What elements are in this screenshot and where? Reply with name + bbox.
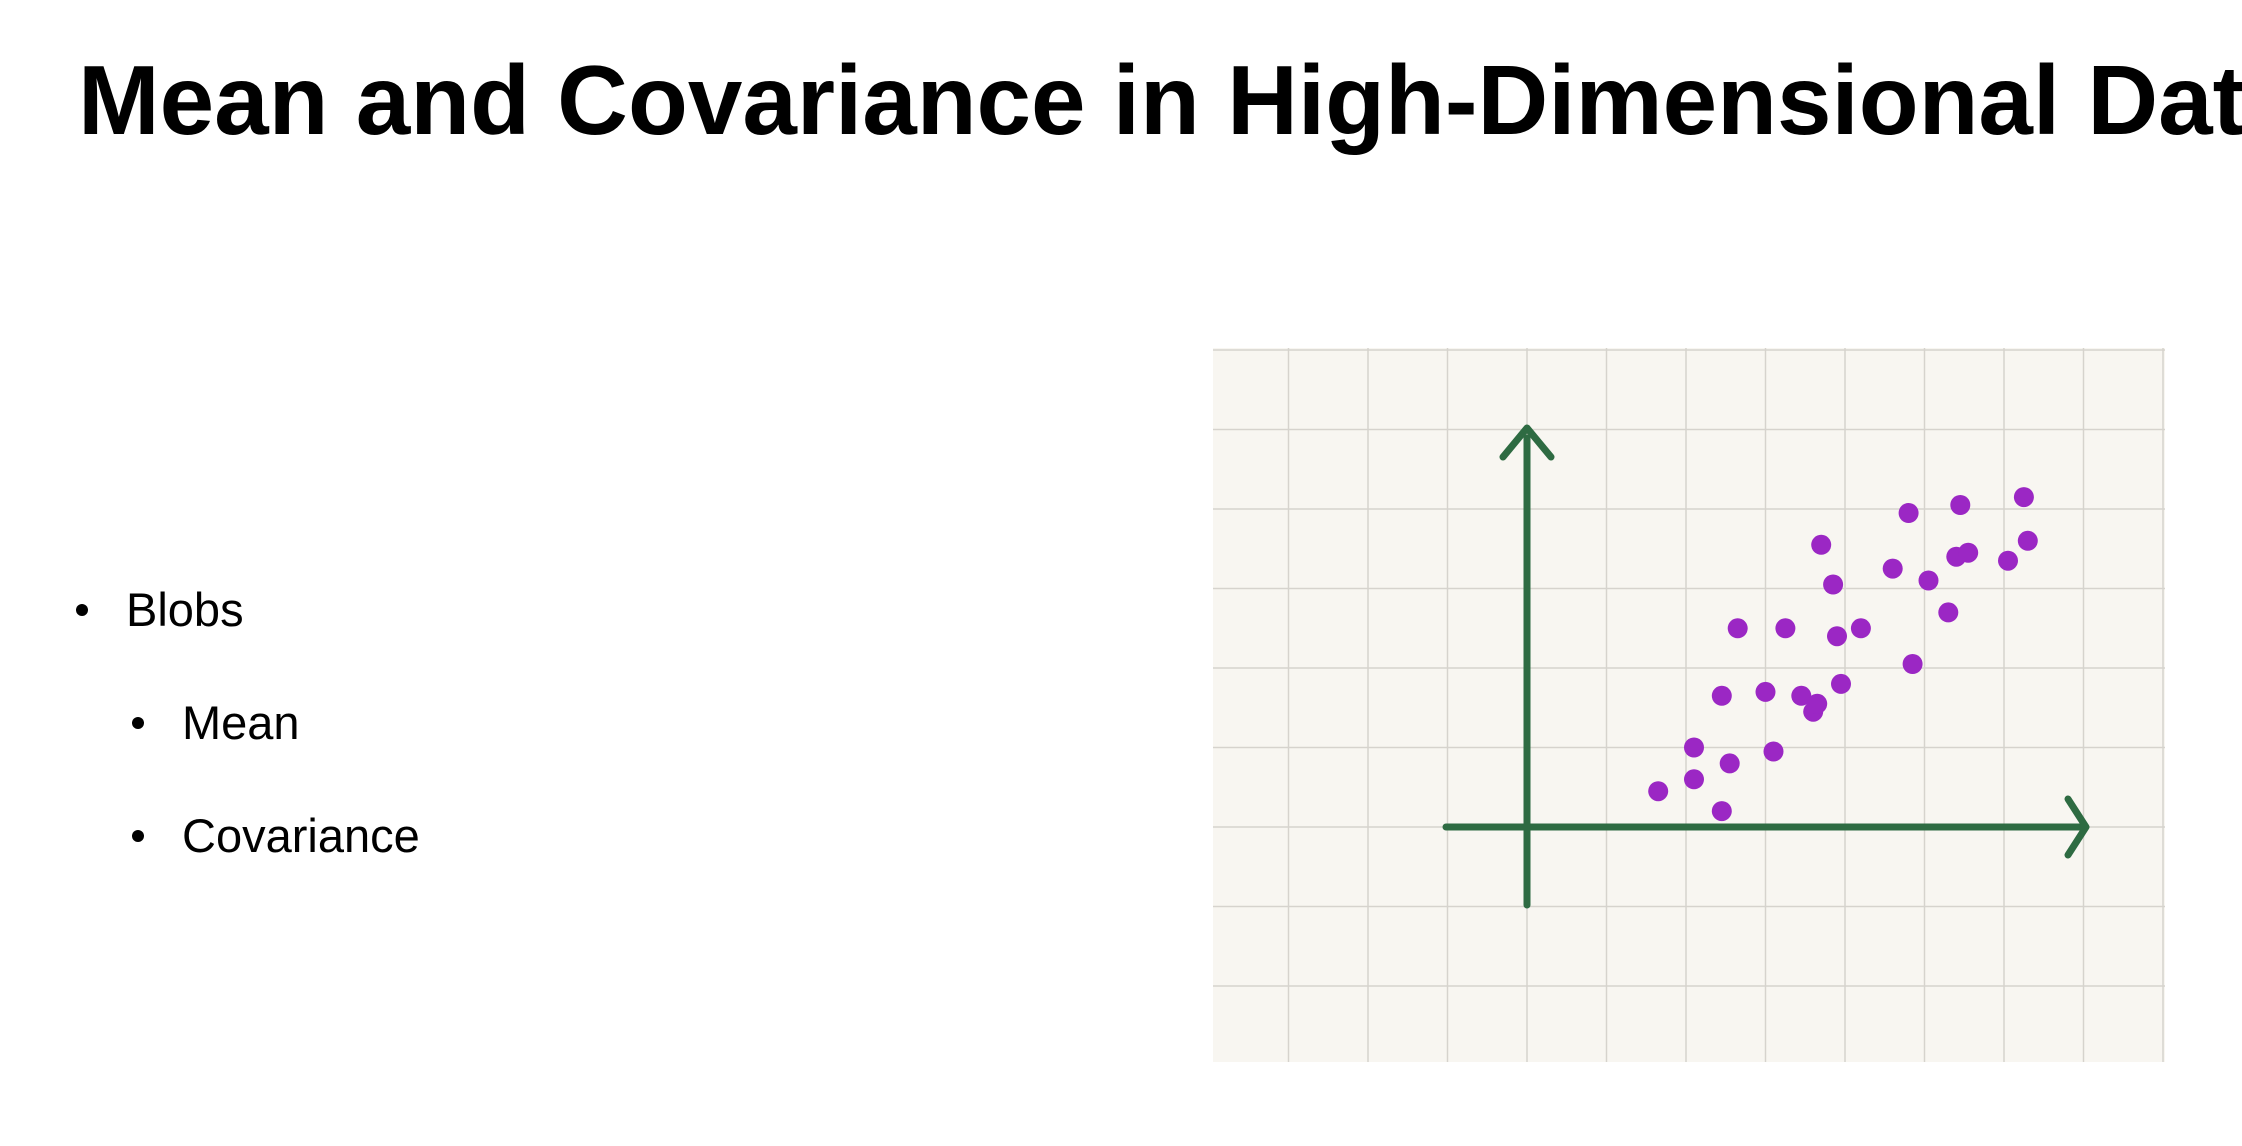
data-point	[1918, 570, 1939, 591]
bullet-text: Covariance	[182, 809, 420, 862]
data-point	[1882, 558, 1903, 579]
data-point	[1711, 801, 1732, 822]
data-point	[1727, 618, 1748, 639]
axes	[1442, 424, 2090, 909]
bullet-text: Mean	[182, 696, 300, 749]
data-point	[1902, 654, 1923, 674]
data-point	[1938, 602, 1959, 623]
data-point	[2017, 530, 2038, 551]
data-point	[1898, 503, 1919, 523]
scatter-figure	[1213, 348, 2165, 1062]
graph-paper-background	[1213, 348, 2165, 1062]
bullet-dot	[132, 830, 144, 842]
data-point	[1950, 495, 1971, 515]
slide-title: Mean and Covariance in High-Dimensional …	[78, 45, 2242, 155]
bullet-item-covariance: Covariance	[70, 808, 420, 864]
data-point	[1719, 753, 1740, 774]
bullet-item-mean: Mean	[70, 695, 420, 751]
data-point	[1711, 685, 1732, 706]
data-point	[1958, 542, 1979, 563]
data-point	[1648, 781, 1669, 802]
data-point	[1755, 681, 1776, 702]
data-point	[1827, 626, 1847, 647]
x-axis-arrowhead	[2064, 795, 2090, 859]
y-axis-arrowhead	[1499, 424, 1555, 461]
scatter-plot	[1213, 348, 2165, 1062]
bullet-dot	[76, 604, 88, 616]
bullet-item-blobs: Blobs	[70, 582, 420, 638]
data-point	[1791, 685, 1812, 706]
data-point	[1763, 741, 1784, 762]
data-point	[1850, 618, 1871, 639]
data-point	[1684, 769, 1704, 790]
data-point	[1998, 550, 2018, 571]
data-point	[1823, 574, 1844, 595]
data-point	[1831, 673, 1851, 694]
data-points	[1648, 487, 2038, 822]
bullet-list: Blobs Mean Covariance	[70, 582, 420, 921]
data-point	[1807, 693, 1828, 714]
bullet-dot	[132, 717, 144, 729]
bullet-text: Blobs	[126, 583, 244, 636]
data-point	[1684, 737, 1704, 758]
data-point	[1811, 534, 1832, 555]
data-point	[1775, 618, 1796, 639]
data-point	[2013, 487, 2034, 508]
